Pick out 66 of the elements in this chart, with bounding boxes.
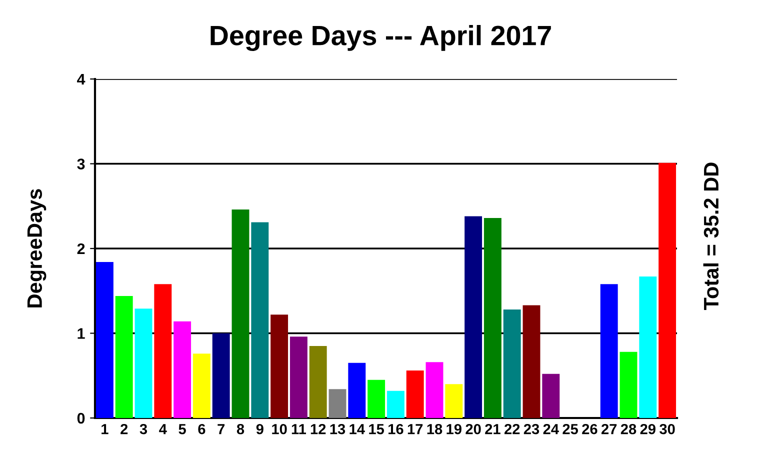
text: Total = 35.2 DD xyxy=(703,162,719,310)
bar xyxy=(348,362,366,418)
x-tick-label: 13 xyxy=(330,424,346,434)
bar xyxy=(309,346,327,418)
x-tick-label: 2 xyxy=(120,424,128,434)
x-tick-label: 3 xyxy=(140,424,148,434)
bar xyxy=(290,336,308,418)
bar xyxy=(212,333,230,418)
x-tick-label: 30 xyxy=(660,424,675,434)
bar xyxy=(174,321,192,418)
x-tick-label: 24 xyxy=(543,424,559,434)
x-tick-label: 5 xyxy=(178,424,186,434)
x-tick-label: 23 xyxy=(524,424,540,434)
x-tick-label: 29 xyxy=(640,424,656,434)
bar xyxy=(600,284,618,418)
bar xyxy=(445,384,463,418)
bar xyxy=(503,310,521,418)
bar xyxy=(134,308,152,418)
bar xyxy=(639,276,657,418)
bar xyxy=(232,210,250,418)
bar xyxy=(386,390,404,418)
bar xyxy=(658,162,676,418)
x-tick-label: 1 xyxy=(102,424,108,434)
bar xyxy=(115,296,133,418)
x-tick-label: 19 xyxy=(446,424,462,434)
x-tick-label: 4 xyxy=(159,424,167,434)
x-tick-label: 8 xyxy=(236,424,244,434)
bar xyxy=(464,216,482,418)
bar xyxy=(328,389,346,418)
x-tick-label: 27 xyxy=(601,424,617,434)
y-tick-label: 2 xyxy=(77,243,85,254)
bar xyxy=(426,362,444,418)
x-tick-label: 26 xyxy=(582,424,598,434)
x-tick-label: 7 xyxy=(218,424,225,434)
bar xyxy=(251,222,269,418)
x-tick-label: 17 xyxy=(408,424,423,434)
x-tick-label: 28 xyxy=(620,424,636,434)
x-tick-label: 18 xyxy=(427,424,442,434)
x-tick-label: 20 xyxy=(466,424,481,434)
x-tick-label: 16 xyxy=(388,424,404,434)
bar xyxy=(522,305,540,418)
x-tick-label: 9 xyxy=(256,424,264,434)
chart-title: Degree Days --- April 2017 xyxy=(210,24,551,52)
bar xyxy=(154,284,172,418)
x-tick-label: 11 xyxy=(292,424,306,434)
bar xyxy=(270,314,288,418)
x-tick-label: 6 xyxy=(198,424,206,434)
bar xyxy=(542,374,560,418)
x-tick-label: 22 xyxy=(504,424,520,434)
bar xyxy=(96,262,114,418)
bar xyxy=(620,352,638,418)
x-tick-label: 21 xyxy=(485,424,500,434)
y-tick-label: 1 xyxy=(78,328,85,339)
x-tick-label: 14 xyxy=(350,424,365,434)
bar xyxy=(368,380,386,418)
y-tick-label: 3 xyxy=(77,158,85,170)
y-tick-label: 4 xyxy=(77,74,86,85)
bar xyxy=(484,218,502,418)
x-tick-label: 10 xyxy=(272,424,287,434)
x-tick-label: 15 xyxy=(369,424,384,434)
y-axis-title: DegreeDays xyxy=(27,189,46,308)
x-tick-label: 25 xyxy=(562,424,578,434)
bar xyxy=(406,370,424,418)
y-tick-label: 0 xyxy=(77,412,85,424)
bar xyxy=(192,354,210,418)
x-tick-label: 12 xyxy=(310,424,326,434)
